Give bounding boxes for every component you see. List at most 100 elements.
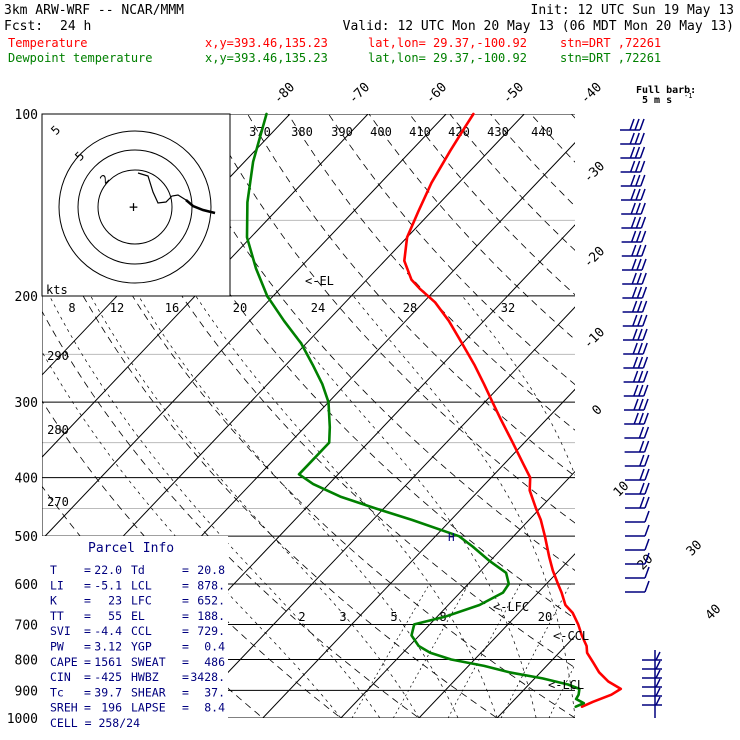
wind-barb — [622, 300, 648, 313]
hodograph-ring-inner — [97, 169, 173, 245]
isotherm-line — [262, 388, 575, 718]
parcel-key-left: CIN — [50, 670, 71, 684]
isotherm-label: -20 — [581, 244, 608, 271]
parcel-eq-left: = — [84, 563, 91, 577]
moist-adiabat — [90, 295, 420, 718]
el-marker: <-EL — [305, 274, 334, 288]
isotherm-label: -70 — [346, 80, 373, 107]
parcel-value-right: 878. — [197, 578, 225, 592]
parcel-value-left: 196 — [101, 701, 122, 715]
moist-adiabat — [138, 295, 459, 718]
dry-adiabat — [490, 114, 575, 207]
pressure-tick-label: 400 — [15, 472, 38, 487]
dry-adiabat — [166, 114, 575, 571]
wind-barb — [620, 146, 646, 159]
parcel-key-left: T — [50, 563, 57, 577]
parcel-key-right: EL — [131, 609, 145, 623]
parcel-value-right: 188. — [197, 609, 225, 623]
parcel-eq-left: = — [84, 670, 91, 684]
wind-barb — [621, 202, 646, 215]
parcel-key-left: PW — [50, 640, 64, 654]
mixing-ratio-line — [548, 663, 575, 718]
wind-barb — [623, 384, 649, 397]
wind-barb — [625, 468, 650, 481]
pressure-tick-label: 1000 — [7, 712, 38, 727]
isotherm-line — [731, 114, 740, 718]
parcel-key-left: SVI — [50, 624, 71, 638]
isotherm-label: -80 — [271, 80, 298, 107]
moist-adiabat — [195, 295, 498, 718]
parcel-value-left: -425 — [94, 670, 122, 684]
parcel-eq-right: = — [182, 640, 189, 654]
parcel-eq-left: = — [84, 594, 91, 608]
valid-time: Valid: 12 UTC Mon 20 May 13 (06 MDT Mon … — [343, 19, 734, 34]
theta-label: 430 — [487, 125, 509, 139]
moist-adiabat — [352, 295, 575, 718]
dry-adiabat — [45, 114, 575, 718]
parcel-value-left: -4.4 — [94, 624, 122, 638]
temperature-legend-latlon: lat,lon= 29.37,-100.92 — [368, 36, 527, 50]
wind-barb — [623, 370, 649, 383]
parcel-eq-right: = — [182, 563, 189, 577]
parcel-value-right: 37. — [204, 685, 225, 699]
hodograph-ring-middle — [77, 149, 193, 265]
dry-adiabat — [733, 114, 740, 731]
parcel-key-right: Td — [131, 563, 145, 577]
theta-label: 370 — [249, 125, 271, 139]
hodograph-speed-tick: 20 — [233, 301, 247, 315]
mixing-ratio-line — [392, 583, 469, 718]
pressure-tick-label: 700 — [15, 618, 38, 633]
temperature-legend-station: stn=DRT ,72261 — [560, 36, 661, 50]
init-time: Init: 12 UTC Sun 19 May 13 — [531, 3, 735, 18]
wind-barb — [625, 580, 650, 593]
dewpoint-profile-line — [245, 112, 586, 709]
dry-adiabat — [247, 114, 575, 477]
parcel-value-right: 486 — [204, 655, 225, 669]
wind-barb — [624, 412, 649, 425]
parcel-cell-value: CELL = 258/24 — [50, 716, 140, 730]
hodograph-units: kts — [46, 283, 68, 297]
isotherm-label: -60 — [423, 80, 450, 107]
parcel-key-left: Tc — [50, 685, 64, 699]
ccl-marker: <-CCL — [553, 629, 589, 643]
wind-barb — [625, 510, 650, 523]
wind-barb — [623, 328, 648, 341]
isotherm-line — [418, 553, 575, 718]
wind-barb — [642, 678, 662, 688]
parcel-value-right: 729. — [197, 624, 225, 638]
parcel-key-right: LAPSE — [131, 701, 166, 715]
parcel-key-left: TT — [50, 609, 64, 623]
hodograph-frame — [41, 113, 231, 297]
isotherm-label: 30 — [684, 538, 706, 560]
hodograph-speed-tick: 16 — [165, 301, 179, 315]
parcel-eq-left: = — [84, 624, 91, 638]
parcel-key-left: CAPE — [50, 655, 78, 669]
isotherm-line — [42, 114, 447, 541]
wind-barb — [642, 660, 662, 670]
dry-adiabat — [42, 213, 498, 718]
wind-barbs-column — [620, 118, 662, 718]
mixing-ratio-label: 2 — [298, 610, 305, 624]
dewpoint-legend-station: stn=DRT ,72261 — [560, 51, 661, 65]
forecast-label: Fcst: — [4, 19, 43, 34]
theta-side-label: 290 — [47, 349, 69, 363]
hodograph-speed-tick: 32 — [501, 301, 515, 315]
hodograph-trace-thick — [185, 199, 216, 215]
wind-barb — [623, 356, 649, 369]
parcel-value-left: 1561 — [94, 655, 122, 669]
parcel-info-box: Parcel Info T = 22.0 Td = 20.8LI = -5.1 LCL = 878.… — [42, 536, 228, 730]
parcel-eq-left: = — [84, 701, 91, 715]
theta-side-label: 270 — [47, 495, 69, 509]
wind-barb — [621, 188, 646, 201]
wind-barb — [622, 286, 648, 299]
parcel-key-right: LCL — [131, 578, 152, 592]
wind-barb — [624, 454, 650, 467]
parcel-eq-right: = — [182, 594, 189, 608]
pressure-tick-label: 900 — [15, 684, 38, 699]
wind-barb — [621, 216, 647, 229]
temperature-legend-xy: x,y=393.46,135.23 — [205, 36, 328, 50]
dewpoint-legend-label: Dewpoint temperature — [8, 51, 153, 65]
dry-adiabat — [42, 310, 420, 718]
mixing-ratio-label: 5 — [390, 610, 397, 624]
